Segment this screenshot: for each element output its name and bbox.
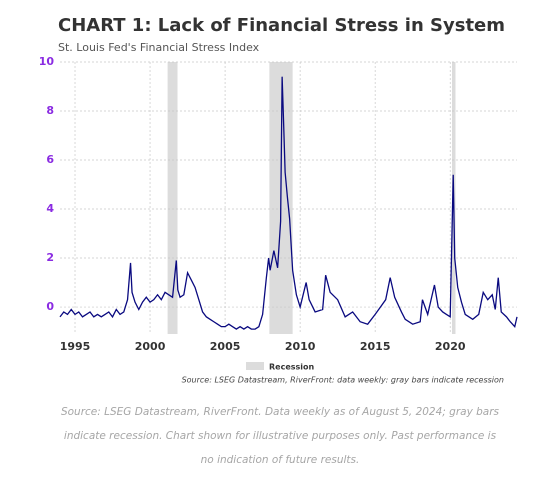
chart-subtitle: St. Louis Fed's Financial Stress Index — [58, 41, 260, 54]
data-line — [59, 76, 518, 330]
x-tick-label: 2005 — [210, 340, 241, 353]
source-note: Source: LSEG Datastream, RiverFront: dat… — [182, 376, 504, 385]
x-tick-label: 2020 — [435, 340, 466, 353]
y-tick-label: 4 — [46, 202, 54, 215]
x-tick-label: 1995 — [60, 340, 91, 353]
y-tick-label: 2 — [46, 251, 54, 264]
legend-label: Recession — [269, 363, 315, 372]
y-tick-label: 8 — [46, 104, 54, 117]
chart-title: CHART 1: Lack of Financial Stress in Sys… — [58, 15, 505, 36]
y-tick-label: 10 — [39, 55, 55, 68]
y-tick-label: 6 — [46, 153, 54, 166]
y-tick-label: 0 — [46, 300, 54, 313]
legend-swatch — [246, 362, 264, 370]
recession-band — [167, 62, 178, 334]
chart: CHART 1: Lack of Financial Stress in Sys… — [39, 15, 518, 385]
x-tick-label: 2015 — [360, 340, 391, 353]
x-tick-label: 2010 — [285, 340, 316, 353]
x-tick-label: 2000 — [135, 340, 166, 353]
footnote: Source: LSEG Datastream, RiverFront. Dat… — [60, 406, 500, 466]
